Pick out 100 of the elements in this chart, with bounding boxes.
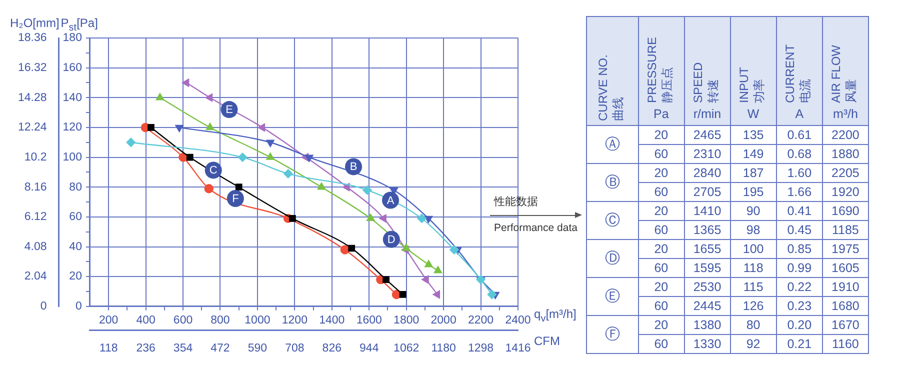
text: 135 [742,128,764,142]
text: 60 [654,185,668,199]
text: 0.20 [787,318,812,332]
text: 1160 [832,337,859,351]
category-label: Ⓔ [604,288,620,305]
text: 1920 [832,185,860,199]
category-label: Ⓑ [604,174,620,191]
category-label: Ⓐ [604,136,620,153]
y2-tick-label: 8.16 [24,181,47,194]
y2-tick-label: 6.12 [24,211,47,224]
series-label: E [226,104,233,116]
text: 60 [654,299,668,313]
y-tick-label: 160 [62,62,82,74]
y-tick-label: 60 [69,211,82,224]
y2-tick-label: 14.28 [18,92,47,104]
y-tick-label: 140 [62,92,82,104]
x-tick-label: 200 [98,314,118,326]
text: 1.60 [787,166,812,180]
y-tick-label: 120 [62,122,82,134]
text: 90 [746,204,760,218]
x-tick-label: 1400 [319,314,345,326]
text: 118 [743,261,764,275]
y2-tick-label: 10.2 [24,151,47,164]
text: 187 [742,166,764,180]
x2-tick-label: 944 [360,342,380,354]
x2-tick-label: 1062 [394,342,420,354]
text: 1410 [693,204,722,218]
text: 80 [746,318,760,332]
text: 0.41 [787,204,812,218]
text: 0.23 [787,299,812,313]
text: 1185 [832,223,859,237]
category-label: Ⓒ [604,212,620,229]
text: 60 [654,261,668,275]
text: 149 [742,147,764,161]
text: 2705 [693,185,722,199]
text: 1.66 [787,185,812,199]
text: 1690 [832,204,860,218]
x-tick-label: 600 [173,314,193,326]
text: 100 [742,242,764,256]
x2-tick-label: 1416 [505,342,531,354]
x-tick-label: 2400 [505,314,531,326]
x-tick-label: 2200 [468,314,494,326]
text: 2310 [693,147,722,161]
text: 126 [742,299,764,313]
category-label: AIR FLOW 风量 [829,44,860,103]
text: 1365 [693,223,722,237]
text: 0.45 [787,223,812,237]
text: 2465 [693,128,722,142]
category-label: CURVE NO. 曲线 [596,54,626,121]
y-tick-label: 20 [69,270,82,283]
text: 0.68 [787,147,812,161]
y-tick-label: 0 [76,300,82,313]
text: 0.21 [787,337,812,351]
text: 20 [654,318,668,332]
text: 60 [654,147,668,161]
text: 20 [654,128,668,142]
x2-tick-label: 472 [210,342,230,354]
text: 98 [746,223,760,237]
category-label: PRESSURE 静压点 [645,36,676,103]
text: A [795,107,804,121]
x-tick-label: 800 [210,314,230,326]
text: 92 [746,337,760,351]
y-tick-label: 180 [62,32,82,44]
text: 2445 [693,299,722,313]
text: 1655 [693,242,722,256]
category-label: CURRENT 电流 [783,43,814,103]
text: W [747,107,760,121]
series-label: F [232,193,240,206]
text: 1380 [693,318,722,332]
x2-tick-label: 826 [322,342,342,354]
y2-tick-label: 12.24 [18,122,48,134]
x2-tick-label: 118 [99,342,118,354]
y2-tick-label: 18.36 [18,32,47,44]
y2-axis-title: H₂O[mm] [10,16,60,30]
x-tick-label: 2000 [430,314,456,326]
text: 60 [654,223,668,237]
text: 20 [654,166,668,180]
x-tick-label: 1000 [244,314,270,326]
y-tick-label: 100 [62,151,82,164]
series-label: D [387,234,396,246]
category-label: SPEED 转速 [691,61,722,103]
x2-tick-label: 236 [136,342,156,354]
text: 1880 [832,147,860,161]
x2-tick-label: 708 [285,342,304,354]
text: 0.99 [787,261,812,275]
y2-tick-label: 4.08 [24,240,47,253]
y2-tick-label: 16.32 [18,62,47,74]
x-tick-label: 1200 [282,314,308,326]
x-tick-label: 1600 [356,314,382,326]
x2-tick-label: 354 [173,342,194,354]
y-tick-label: 80 [69,181,82,194]
x2-axis-title: CFM [534,334,560,348]
text: 1910 [832,280,860,294]
x2-tick-label: 1298 [468,342,494,354]
y-tick-label: 40 [69,240,82,253]
x-tick-label: 1800 [394,314,420,326]
text: 0.85 [787,242,812,256]
text: 2840 [693,166,722,180]
text: 1975 [832,242,860,256]
text: 2530 [693,280,722,294]
